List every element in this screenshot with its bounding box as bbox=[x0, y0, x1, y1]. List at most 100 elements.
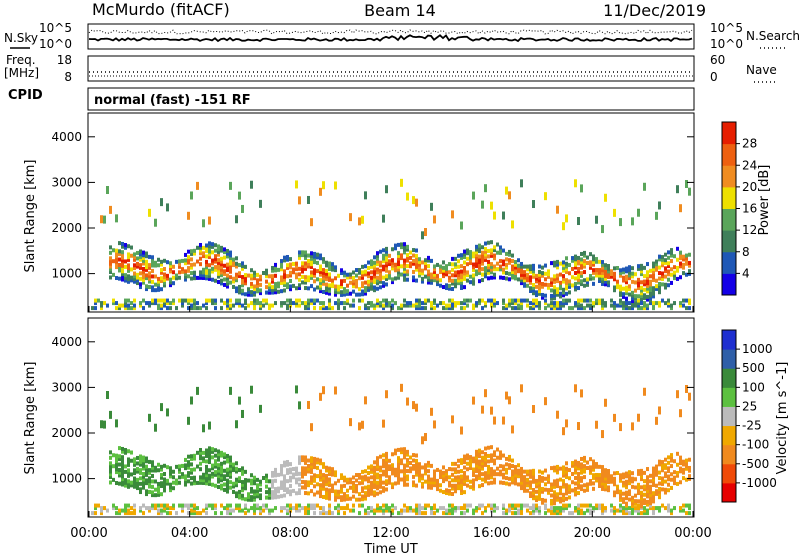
velocity-cell bbox=[523, 483, 526, 488]
power-cell bbox=[391, 306, 394, 311]
velocity-cell bbox=[448, 491, 451, 496]
power-cell bbox=[235, 289, 238, 294]
power-cell bbox=[427, 264, 430, 269]
power-cell bbox=[652, 272, 655, 277]
velocity-cell bbox=[610, 503, 613, 508]
velocity-cell bbox=[142, 482, 145, 487]
velocity-cell bbox=[568, 476, 571, 481]
velocity-cell bbox=[274, 506, 277, 511]
power-cell bbox=[526, 298, 529, 303]
power-cell bbox=[433, 215, 436, 224]
velocity-cell bbox=[118, 481, 121, 486]
velocity-cell bbox=[658, 406, 661, 415]
power-cell bbox=[298, 285, 301, 290]
velocity-cell bbox=[136, 455, 139, 460]
velocity-cell bbox=[370, 467, 373, 472]
velocity-cell bbox=[283, 474, 286, 479]
velocity-cell bbox=[442, 490, 445, 495]
velocity-cell bbox=[520, 483, 523, 488]
velocity-cell bbox=[499, 480, 502, 485]
velocity-cell bbox=[622, 472, 625, 477]
velocity-cell bbox=[331, 467, 334, 472]
power-cell bbox=[451, 210, 454, 219]
velocity-cell bbox=[511, 469, 514, 474]
power-cell bbox=[250, 281, 253, 286]
velocity-cell bbox=[124, 469, 127, 474]
power-cell bbox=[235, 298, 238, 303]
velocity-cell bbox=[379, 482, 382, 487]
velocity-cell bbox=[370, 469, 373, 474]
power-cell bbox=[244, 301, 247, 306]
power-cell bbox=[229, 253, 232, 258]
power-cell bbox=[328, 275, 331, 280]
power-cell bbox=[253, 292, 256, 297]
velocity-cell bbox=[523, 480, 526, 485]
power-cell bbox=[349, 303, 352, 308]
power-cell bbox=[262, 303, 265, 308]
velocity-ytick-label: 2000 bbox=[51, 426, 82, 440]
velocity-cell bbox=[586, 460, 589, 465]
velocity-cell bbox=[523, 477, 526, 482]
power-cell bbox=[388, 253, 391, 258]
velocity-cell bbox=[379, 465, 382, 470]
velocity-cell bbox=[124, 448, 127, 453]
power-cell bbox=[427, 258, 430, 263]
velocity-cell bbox=[139, 470, 142, 475]
power-cell bbox=[193, 301, 196, 306]
power-cell bbox=[289, 287, 292, 292]
velocity-cell bbox=[235, 491, 238, 496]
velocity-cell bbox=[109, 472, 112, 477]
power-cell bbox=[340, 301, 343, 306]
velocity-cell bbox=[337, 508, 340, 513]
power-cell bbox=[385, 246, 388, 251]
power-cell bbox=[124, 243, 127, 248]
velocity-cell bbox=[472, 472, 475, 477]
velocity-cell bbox=[169, 482, 172, 487]
velocity-cell bbox=[232, 481, 235, 486]
velocity-cell bbox=[139, 468, 142, 473]
velocity-cell bbox=[307, 458, 310, 463]
power-cell bbox=[199, 256, 202, 261]
power-cell bbox=[535, 303, 538, 308]
power-cell bbox=[433, 264, 436, 269]
power-cell bbox=[457, 259, 460, 264]
velocity-cell bbox=[217, 449, 220, 454]
power-cell bbox=[496, 301, 499, 306]
power-cell bbox=[565, 264, 568, 269]
velocity-cell bbox=[601, 503, 604, 508]
power-cell bbox=[133, 298, 136, 303]
power-cell bbox=[391, 266, 394, 271]
power-cell bbox=[325, 274, 328, 279]
power-cell bbox=[202, 275, 205, 280]
power-cell bbox=[652, 267, 655, 272]
power-cell bbox=[226, 273, 229, 278]
velocity-cell bbox=[130, 450, 133, 455]
power-cell bbox=[628, 287, 631, 292]
power-cell bbox=[307, 258, 310, 263]
power-cell bbox=[436, 282, 439, 287]
power-cell bbox=[157, 306, 160, 311]
power-cell bbox=[115, 306, 118, 311]
velocity-cell bbox=[127, 457, 130, 462]
power-cell bbox=[205, 243, 208, 248]
velocity-cell bbox=[289, 470, 292, 475]
velocity-cell bbox=[562, 481, 565, 486]
velocity-cell bbox=[577, 480, 580, 485]
velocity-cell bbox=[478, 484, 481, 489]
power-cell bbox=[157, 276, 160, 281]
power-cell bbox=[556, 273, 559, 278]
power-cell bbox=[562, 287, 565, 292]
velocity-cell bbox=[280, 466, 283, 471]
power-cell bbox=[361, 292, 364, 297]
power-cell bbox=[190, 298, 193, 303]
power-cell bbox=[163, 277, 166, 282]
velocity-cell bbox=[634, 477, 637, 482]
velocity-cell bbox=[583, 455, 586, 460]
velocity-cell bbox=[391, 511, 394, 516]
power-cell bbox=[307, 195, 310, 204]
velocity-cell bbox=[397, 472, 400, 477]
velocity-colorbar-swatch bbox=[722, 482, 736, 503]
power-cell bbox=[559, 294, 562, 299]
velocity-cell bbox=[289, 503, 292, 508]
velocity-cell bbox=[223, 468, 226, 473]
